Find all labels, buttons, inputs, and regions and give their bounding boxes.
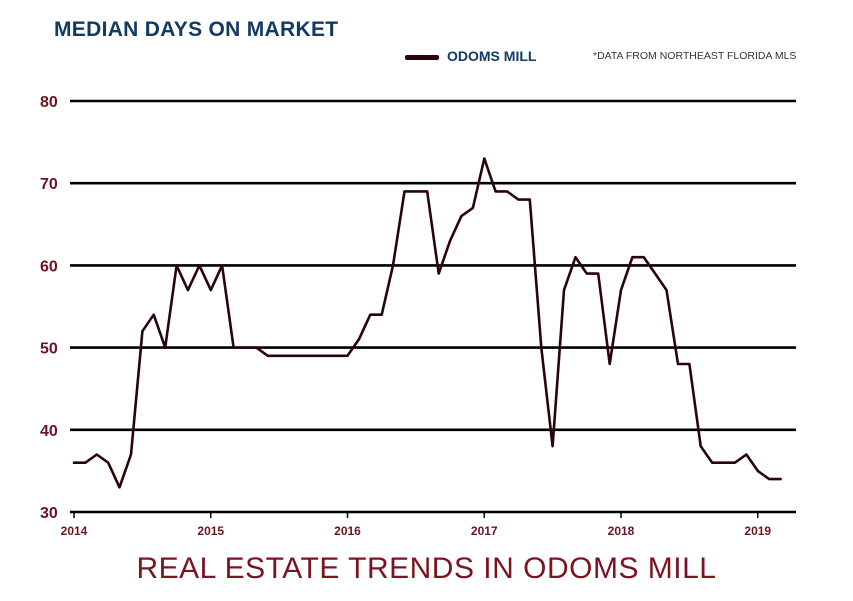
y-axis-ticks: 30 40 50 60 70 80 <box>40 94 58 522</box>
source-note: *DATA FROM NORTHEAST FLORIDA MLS <box>593 50 797 62</box>
x-tick-label: 2015 <box>197 524 224 538</box>
y-tick-label: 40 <box>40 423 58 440</box>
y-tick-label: 30 <box>40 505 58 522</box>
y-tick-label: 50 <box>40 341 58 358</box>
chart-title: MEDIAN DAYS ON MARKET <box>54 18 339 41</box>
x-tick-label: 2014 <box>61 524 88 538</box>
x-tick-label: 2017 <box>471 524 498 538</box>
y-tick-label: 70 <box>40 176 58 193</box>
series-line-odoms-mill <box>72 157 782 489</box>
legend-label: ODOMS MILL <box>447 48 537 64</box>
y-tick-label: 80 <box>40 94 58 111</box>
footer-caption: REAL ESTATE TRENDS IN ODOMS MILL <box>136 552 717 585</box>
x-tick-label: 2016 <box>334 524 361 538</box>
legend-swatch <box>405 55 439 60</box>
x-tick-label: 2018 <box>608 524 635 538</box>
gridlines <box>70 99 796 514</box>
series-layer <box>72 157 782 489</box>
x-axis: 2014 2015 2016 2017 2018 2019 <box>61 512 771 538</box>
x-tick-label: 2019 <box>744 524 771 538</box>
y-tick-label: 60 <box>40 258 58 275</box>
